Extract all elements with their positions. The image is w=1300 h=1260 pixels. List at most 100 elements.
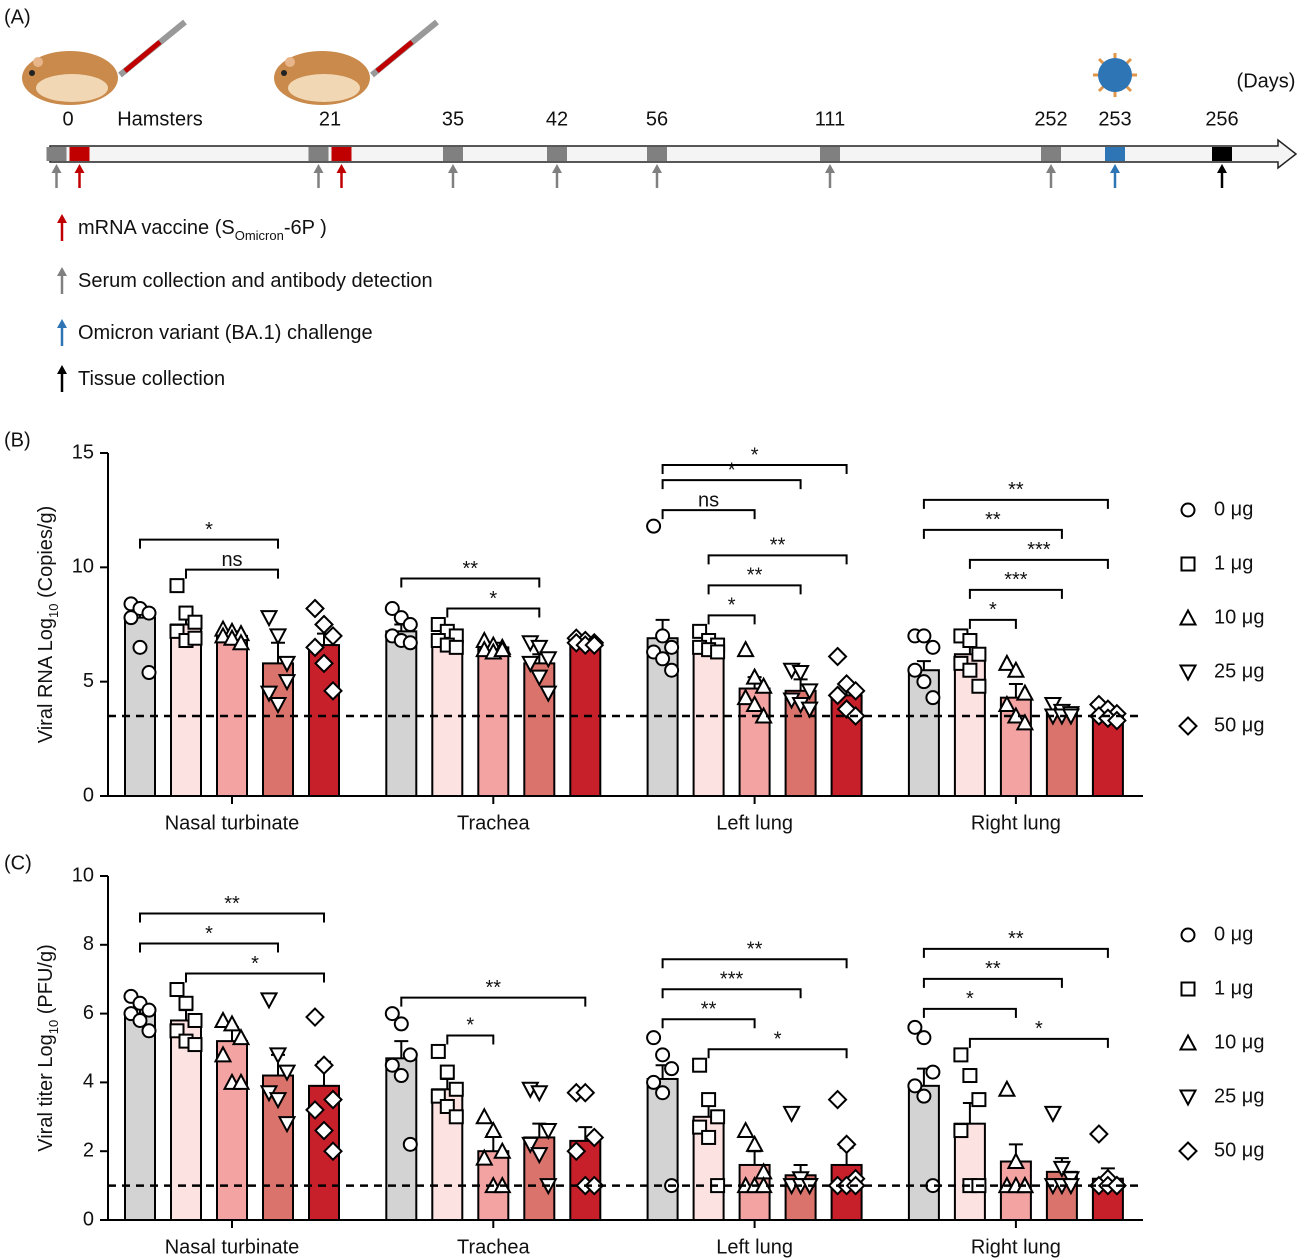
- significance-bracket: [139, 912, 325, 923]
- point: [997, 653, 1017, 671]
- point: [268, 628, 288, 646]
- point: [213, 1045, 233, 1063]
- significance-bracket: [139, 942, 279, 953]
- y-tick-label: 8: [83, 933, 94, 955]
- bar: [385, 630, 418, 797]
- point: [384, 1057, 400, 1073]
- virus-icon: [1093, 53, 1137, 97]
- significance-bracket: [922, 498, 1109, 509]
- point: [997, 1079, 1017, 1097]
- point: [953, 1047, 969, 1063]
- point: [907, 662, 923, 678]
- point: [655, 1047, 671, 1063]
- y-tick-label: 2: [83, 1139, 94, 1161]
- point: [916, 1088, 932, 1104]
- point: [493, 1141, 512, 1159]
- significance-bracket: [707, 614, 756, 625]
- significance-bracket: [661, 1018, 756, 1029]
- legend-marker: [1178, 1089, 1198, 1107]
- point: [187, 1037, 203, 1053]
- legend-label: 10 μg: [1214, 606, 1264, 628]
- significance-bracket: [661, 988, 802, 999]
- arrow-head: [313, 164, 324, 173]
- point: [141, 1002, 157, 1018]
- legend-label: 50 μg: [1214, 714, 1264, 736]
- point: [231, 1072, 251, 1090]
- arrow-head: [51, 164, 62, 173]
- significance-label: **: [1008, 928, 1024, 950]
- timeline-arrow: [49, 138, 1298, 170]
- legend-label: 0 μg: [1214, 498, 1253, 520]
- point: [384, 1006, 400, 1022]
- point: [530, 669, 549, 687]
- point: [141, 665, 157, 681]
- point: [584, 1127, 605, 1148]
- point: [971, 646, 987, 662]
- point: [530, 1085, 549, 1103]
- error-bar: [747, 1150, 762, 1165]
- point: [323, 680, 343, 701]
- point: [827, 646, 848, 667]
- point: [384, 600, 400, 616]
- legend-marker: [1178, 608, 1198, 626]
- bar: [477, 646, 510, 797]
- point: [393, 1068, 409, 1084]
- point: [655, 628, 671, 644]
- point: [962, 633, 978, 649]
- significance-label: *: [489, 588, 497, 610]
- significance-bracket: [922, 528, 1063, 539]
- point: [566, 1141, 587, 1162]
- subject-label: Hamsters: [117, 108, 203, 130]
- timeline-marker: [1041, 147, 1061, 161]
- significance-label: **: [747, 938, 763, 960]
- point: [539, 1123, 558, 1141]
- x-tick-label: Right lung: [971, 1236, 1061, 1258]
- point: [475, 1107, 494, 1125]
- significance-bracket: [400, 996, 587, 1007]
- legend-text: mRNA vaccine (SOmicron-6P ): [78, 217, 327, 243]
- point: [736, 640, 755, 658]
- point: [305, 637, 325, 658]
- legend-marker: [1180, 927, 1196, 943]
- point: [646, 1030, 662, 1046]
- significance-bracket: [661, 958, 848, 969]
- error-bar: [916, 660, 931, 671]
- significance-bracket: [446, 1034, 495, 1045]
- point: [521, 1136, 540, 1154]
- legend-label: 10 μg: [1214, 1031, 1264, 1053]
- legend-marker: [1178, 1033, 1198, 1051]
- significance-label: *: [989, 599, 997, 621]
- point: [169, 982, 185, 998]
- point: [664, 662, 680, 678]
- point: [268, 697, 288, 715]
- point: [314, 653, 334, 674]
- significance-bracket: [400, 577, 541, 588]
- significance-bracket: [968, 558, 1109, 569]
- point: [701, 1092, 717, 1108]
- legend-marker: [1178, 1141, 1198, 1161]
- arrow-head: [57, 319, 67, 328]
- bar: [569, 641, 602, 797]
- timeline-marker: [1212, 147, 1232, 161]
- bar: [1045, 712, 1078, 797]
- point: [521, 655, 540, 673]
- point: [178, 995, 194, 1011]
- point: [187, 630, 203, 646]
- point: [916, 628, 932, 644]
- significance-label: *: [728, 459, 736, 481]
- significance-bracket: [968, 618, 1017, 629]
- x-tick-label: Left lung: [716, 812, 793, 834]
- arrow-head: [1110, 164, 1120, 173]
- point: [475, 1148, 494, 1166]
- text-part: 10: [46, 1020, 61, 1034]
- bar: [646, 1077, 679, 1221]
- timeline-marker: [443, 147, 463, 161]
- y-tick-label: 5: [83, 670, 94, 692]
- point: [655, 651, 671, 667]
- text-part: Serum collection and antibody detection: [78, 270, 433, 292]
- significance-bracket: [139, 538, 279, 549]
- bar: [953, 1122, 986, 1222]
- timeline-marker: [647, 147, 667, 161]
- significance-bracket: [707, 554, 848, 565]
- arrow-head: [57, 214, 67, 223]
